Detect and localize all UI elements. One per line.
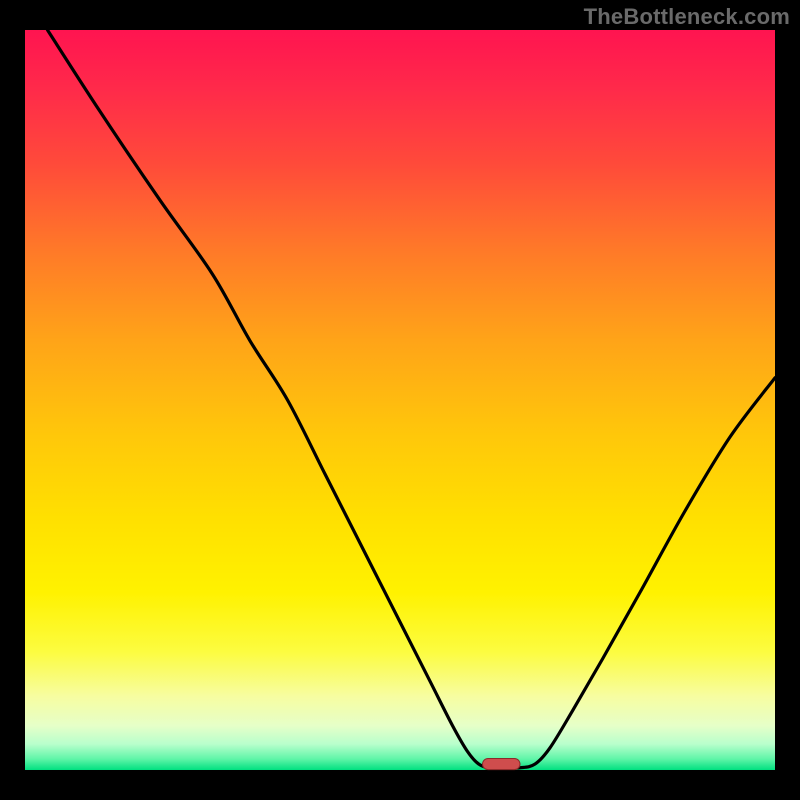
plot-background: [25, 30, 775, 770]
watermark-text: TheBottleneck.com: [584, 4, 790, 30]
valley-marker: [483, 759, 521, 770]
stage: TheBottleneck.com: [0, 0, 800, 800]
bottleneck-plot: [0, 0, 800, 800]
